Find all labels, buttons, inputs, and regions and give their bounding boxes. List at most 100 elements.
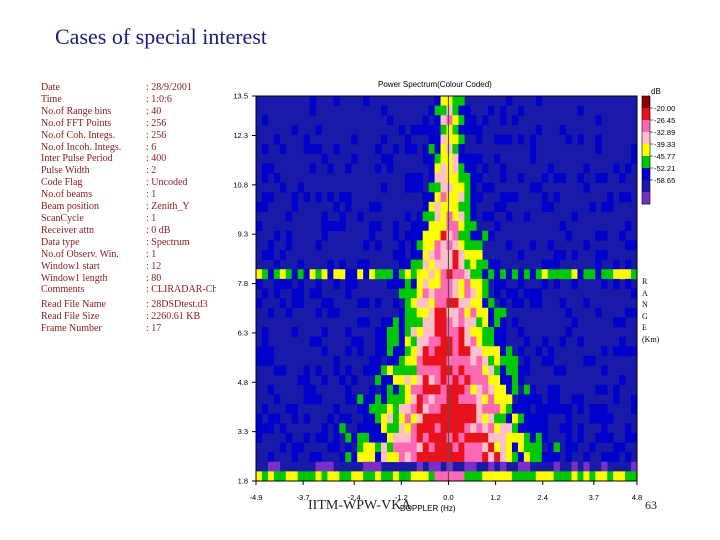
heatmap-cell <box>458 115 465 126</box>
heatmap-cell <box>416 384 423 395</box>
heatmap-cell <box>619 471 626 482</box>
heatmap-cell <box>267 413 275 424</box>
heatmap-cell <box>464 355 471 366</box>
heatmap-cell <box>363 432 370 443</box>
heatmap-cell <box>631 144 638 155</box>
heatmap-cell <box>434 452 441 463</box>
heatmap-cell <box>470 124 477 135</box>
colorbar-unit: dB <box>651 87 661 96</box>
heatmap-cell <box>273 394 281 405</box>
heatmap-cell <box>446 442 453 453</box>
parameter-row: Comments: CLIRADAR-Ch.1 <box>41 284 216 296</box>
heatmap-cell <box>553 404 560 414</box>
heatmap-cell <box>506 413 513 424</box>
heatmap-cell <box>303 384 310 395</box>
x-tick-label: -1.2 <box>395 493 408 502</box>
heatmap-cell <box>410 173 418 183</box>
parameter-value: : Uncoded <box>146 177 188 189</box>
y-tick-label: 13.5 <box>233 92 248 101</box>
parameter-key: No.of Range bins <box>41 105 112 117</box>
heatmap-cell <box>500 404 507 414</box>
heatmap-cell <box>613 278 620 289</box>
heatmap-cell <box>506 355 513 366</box>
heatmap-cell <box>529 240 537 251</box>
heatmap-cell <box>541 336 548 347</box>
heatmap-cell <box>333 423 340 434</box>
heatmap-cell <box>309 452 316 463</box>
heatmap-cell <box>553 452 560 463</box>
heatmap-cell <box>440 317 447 328</box>
heatmap-cell <box>434 115 441 126</box>
heatmap-cell <box>256 269 263 280</box>
heatmap-cell <box>494 307 501 318</box>
colorbar-segment <box>642 156 650 169</box>
heatmap-cell <box>482 423 489 434</box>
heatmap-cell <box>422 259 429 270</box>
heatmap-cell <box>416 182 423 193</box>
heatmap-cell <box>422 327 429 337</box>
heatmap-cell <box>333 432 340 443</box>
heatmap-cell <box>565 230 572 241</box>
heatmap-cell <box>482 336 489 347</box>
heatmap-cell <box>511 269 519 280</box>
heatmap-cell <box>482 317 489 328</box>
x-tick-label: 2.4 <box>538 493 548 502</box>
heatmap-cell <box>511 317 519 328</box>
y-axis-label: R A N G E (Km) <box>642 276 659 345</box>
heatmap-cell <box>261 115 269 126</box>
heatmap-cell <box>416 307 423 318</box>
heatmap-cell <box>523 336 531 347</box>
heatmap-cell <box>559 404 566 414</box>
heatmap-cell <box>458 442 465 453</box>
heatmap-cell <box>452 153 459 164</box>
heatmap-cell <box>541 413 548 424</box>
heatmap-cell <box>327 461 334 472</box>
heatmap-cell <box>416 327 423 337</box>
parameter-value: : 400 <box>146 153 167 165</box>
heatmap-cell <box>392 327 400 337</box>
heatmap-cell <box>256 278 263 289</box>
heatmap-cell <box>416 288 423 299</box>
heatmap-cell <box>517 394 525 405</box>
heatmap-cell <box>267 355 275 366</box>
heatmap-cell <box>339 192 346 203</box>
heatmap-cell <box>482 394 489 405</box>
parameter-key: Code Flag <box>41 177 83 189</box>
heatmap-cell <box>488 375 495 386</box>
heatmap-cell <box>422 452 429 463</box>
heatmap-cell <box>517 327 525 337</box>
heatmap-cell <box>464 259 471 270</box>
heatmap-cell <box>601 471 608 482</box>
heatmap-cell <box>565 452 572 463</box>
heatmap-cell <box>261 192 269 203</box>
heatmap-cell <box>523 394 531 405</box>
heatmap-cell <box>398 423 406 434</box>
heatmap-cell <box>434 423 441 434</box>
heatmap-cell <box>613 346 620 357</box>
heatmap-cell <box>595 404 602 414</box>
colorbar-segment <box>642 192 650 205</box>
heatmap-cell <box>404 365 412 376</box>
heatmap-cell <box>517 298 525 309</box>
heatmap-cell <box>595 115 602 126</box>
heatmap-cell <box>369 201 376 212</box>
heatmap-cell <box>476 346 483 357</box>
parameter-value: : 1 <box>146 248 157 260</box>
parameter-key: Data type <box>41 236 80 248</box>
heatmap-cell <box>398 375 406 386</box>
heatmap-cell <box>511 365 519 376</box>
heatmap-cell <box>482 442 489 453</box>
heatmap-cell <box>369 442 376 453</box>
heatmap-cell <box>351 134 358 145</box>
heatmap-cell <box>452 365 459 376</box>
heatmap-cell <box>279 182 287 193</box>
heatmap-cell <box>583 163 590 174</box>
heatmap-cell <box>303 192 310 203</box>
heatmap-cell <box>464 288 471 299</box>
heatmap-cell <box>464 307 471 318</box>
heatmap-cell <box>321 432 328 443</box>
parameter-row: Inter Pulse Period: 400 <box>41 153 216 165</box>
heatmap-cell <box>446 240 453 251</box>
heatmap-cell <box>494 432 501 443</box>
heatmap-cell <box>470 384 477 395</box>
